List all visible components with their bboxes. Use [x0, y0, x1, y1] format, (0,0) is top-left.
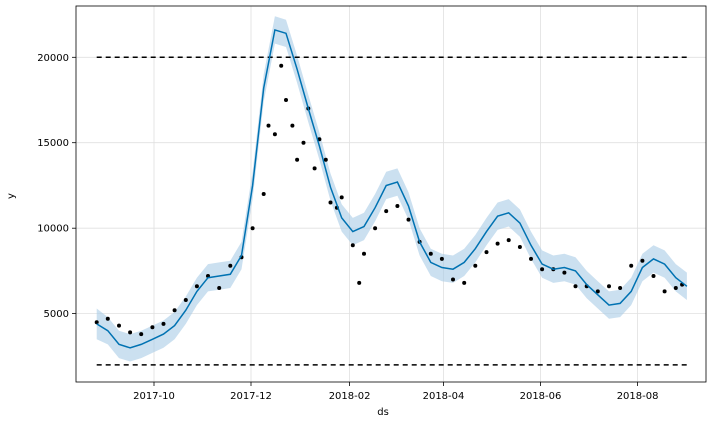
observed-point — [339, 195, 344, 200]
observed-point — [328, 200, 333, 205]
observed-point — [595, 289, 600, 294]
observed-point — [629, 263, 634, 268]
y-tick-label: 5000 — [44, 309, 69, 320]
x-tick-label: 2018-08 — [617, 391, 659, 402]
observed-point — [395, 204, 400, 208]
observed-point — [439, 256, 444, 261]
forecast-line — [96, 28, 688, 349]
observed-point — [357, 280, 362, 285]
observed-point — [161, 321, 166, 326]
observed-point — [373, 226, 378, 231]
observed-point — [406, 217, 411, 222]
observed-point — [607, 284, 611, 289]
y-tick-label: 15000 — [37, 138, 69, 149]
observed-point — [529, 256, 533, 261]
observed-point — [279, 63, 284, 68]
observed-point — [618, 286, 623, 290]
observed-point — [117, 323, 121, 328]
x-tick-label: 2017-12 — [230, 391, 272, 402]
observed-point — [150, 325, 155, 330]
observed-point — [651, 274, 656, 278]
observed-point — [473, 263, 478, 268]
x-tick-label: 2018-06 — [520, 391, 562, 402]
observed-point — [139, 332, 144, 337]
observed-point — [194, 284, 199, 289]
observed-point — [228, 263, 233, 268]
observed-point — [284, 98, 288, 102]
observed-point — [266, 123, 271, 128]
observed-point — [261, 192, 266, 196]
observed-points — [94, 63, 685, 337]
observed-point — [128, 330, 133, 335]
observed-point — [662, 289, 667, 294]
plot-area-frame — [75, 5, 707, 383]
observed-point — [312, 166, 317, 171]
observed-point — [301, 140, 306, 145]
observed-point — [540, 267, 545, 272]
x-axis-label: ds — [377, 407, 389, 418]
observed-point — [673, 286, 678, 290]
y-tick-label: 10000 — [37, 224, 69, 235]
observed-point — [451, 277, 455, 282]
x-tick-label: 2018-04 — [423, 391, 465, 402]
observed-point — [484, 250, 489, 255]
y-tick-label: 20000 — [37, 53, 69, 64]
observed-point — [506, 238, 511, 243]
observed-point — [217, 286, 222, 290]
observed-point — [94, 320, 99, 325]
observed-point — [462, 280, 467, 285]
observed-point — [350, 243, 355, 248]
observed-point — [183, 298, 188, 302]
x-axis-ticks: 2017-10 2017-12 2018-02 2018-04 2018-06 2018-… — [133, 382, 658, 402]
x-tick-label: 2017-10 — [133, 391, 175, 402]
observed-point — [640, 258, 645, 263]
observed-point — [517, 245, 522, 249]
observed-point — [573, 284, 578, 289]
observed-point — [562, 270, 567, 275]
y-axis-label: y — [6, 193, 17, 199]
observed-point — [362, 251, 366, 256]
y-axis-ticks: 5000 10000 15000 20000 — [37, 53, 76, 320]
observed-point — [428, 251, 433, 256]
observed-point — [323, 157, 328, 162]
observed-point — [384, 209, 389, 214]
x-tick-label: 2018-02 — [329, 391, 371, 402]
observed-point — [250, 226, 255, 231]
observed-point — [105, 316, 110, 321]
observed-point — [295, 157, 300, 162]
observed-point — [290, 123, 295, 128]
uncertainty-interval-band — [96, 16, 687, 362]
observed-point — [272, 132, 277, 137]
observed-point — [495, 241, 500, 246]
observed-point — [172, 308, 177, 313]
